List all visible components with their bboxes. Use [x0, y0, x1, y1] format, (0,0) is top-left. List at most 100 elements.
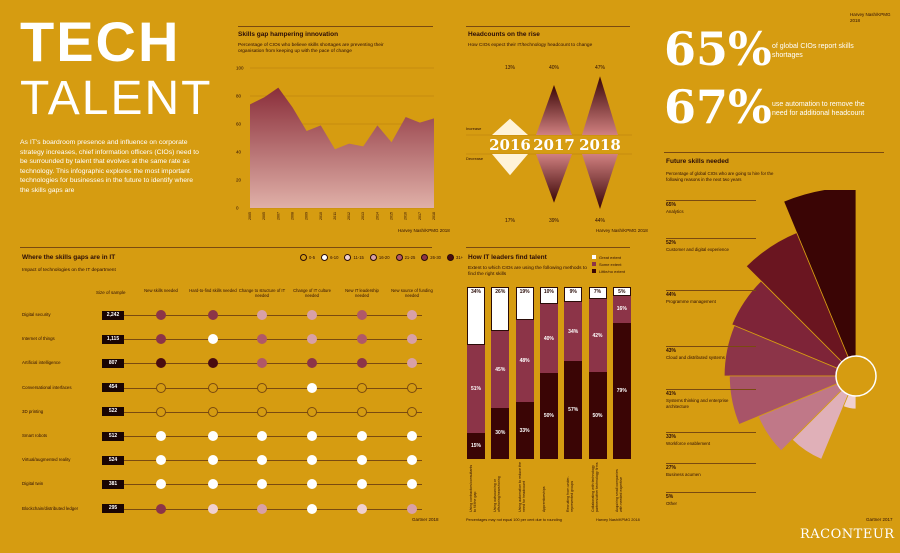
- future-skill-label: Cloud and distributed systems: [666, 355, 725, 360]
- talent-subtitle: Extent to which CIOs are using the follo…: [468, 266, 587, 278]
- x-tick-label: 2012: [347, 212, 351, 220]
- talent-bar-label: Using contractors/consultants to fill th…: [469, 464, 478, 512]
- talent-legend-swatch: [592, 255, 596, 259]
- matrix-dot: [307, 455, 317, 466]
- future-skill-pct: 5%: [666, 494, 674, 500]
- talent-legend-swatch: [592, 269, 596, 273]
- legend-swatch: [321, 254, 329, 261]
- future-skills-radial-chart: [723, 190, 877, 460]
- future-skill-pct: 52%: [666, 240, 677, 246]
- legend-label: 6-10: [330, 254, 339, 260]
- y-tick-label: 60: [236, 122, 242, 127]
- matrix-dot: [208, 310, 218, 320]
- matrix-dot: [257, 479, 267, 490]
- matrix-dot: [257, 455, 267, 466]
- brand-logo: RACONTEUR: [800, 527, 895, 542]
- matrix-dot: [156, 406, 166, 417]
- matrix-dot: [307, 310, 317, 320]
- stat2-value: 67%: [664, 80, 772, 134]
- matrix-column-header: New source of funding needed: [391, 288, 433, 299]
- future-skill-pct: 27%: [666, 465, 677, 471]
- intro-text: As IT's boardroom presence and influence…: [20, 139, 199, 194]
- matrix-dot: [257, 503, 267, 514]
- x-tick-label: 2009: [305, 212, 309, 220]
- talent-bar-segment: [588, 372, 607, 459]
- x-tick-label: 2005: [248, 212, 252, 220]
- decrease-value: 39%: [549, 218, 560, 224]
- legend-item: 21-25: [395, 254, 416, 261]
- future-skill-label: Business acumen: [666, 472, 701, 477]
- sample-size-badge: 1,115: [102, 334, 124, 344]
- matrix-dot: [407, 479, 417, 490]
- stat2-text: use automation to remove the need for ad…: [772, 101, 865, 117]
- headcounts-source: Harvey Nash/KPMG 2018: [596, 228, 648, 233]
- legend-label: 16-20: [378, 254, 390, 260]
- talent-bar-segment: [515, 287, 534, 320]
- y-tick-label: 20: [236, 178, 242, 183]
- matrix-dot: [407, 358, 417, 369]
- matrix-dot: [407, 406, 417, 417]
- increase-label: Increase: [466, 126, 482, 131]
- decrease-triangle: [492, 154, 528, 176]
- talent-bar-segment: [539, 287, 558, 305]
- talent-legend-label: Some extent: [599, 262, 622, 267]
- matrix-dot: [357, 310, 367, 320]
- matrix-row-label: 3D printing: [22, 408, 44, 414]
- decrease-value: 44%: [595, 218, 606, 224]
- increase-value: 13%: [505, 65, 516, 71]
- x-tick-label: 2013: [361, 212, 365, 220]
- x-tick-label: 2016: [404, 212, 408, 220]
- matrix-row-label: Digital twin: [22, 481, 44, 487]
- talent-legend-item: Little/no extent: [592, 268, 625, 275]
- matrix-dot: [307, 334, 317, 345]
- x-tick-label: 2011: [333, 212, 337, 220]
- future-skill-rule: [666, 200, 756, 201]
- x-tick-label: 2007: [276, 212, 280, 220]
- matrix-dot: [156, 382, 166, 393]
- future-skill-rule: [666, 463, 756, 464]
- legend-label: 0-5: [309, 254, 316, 260]
- talent-bar-segment: [491, 331, 510, 408]
- matrix-column-header: Hard-to-find skills needed: [189, 288, 237, 293]
- matrix-source: Gartner 2018: [412, 517, 439, 522]
- matrix-dot: [257, 431, 267, 441]
- legend-item: 0-5: [300, 254, 316, 261]
- talent-bar-value: 5%: [618, 289, 626, 295]
- sample-size-badge: 524: [102, 455, 124, 465]
- matrix-column-header: New skills needed: [144, 288, 178, 293]
- radial-center: [835, 355, 877, 397]
- talent-bar-label: Using outsourcing or offshoring/nearshor…: [493, 476, 502, 512]
- x-tick-label: 2008: [290, 212, 294, 220]
- legend-label: 31+: [456, 254, 464, 260]
- matrix-dot: [357, 358, 367, 369]
- matrix-dot: [407, 431, 417, 441]
- sample-size-badge: 512: [102, 431, 124, 441]
- decrease-label: Decrease: [466, 156, 484, 161]
- matrix-dot: [357, 479, 367, 490]
- headcounts-subtitle: How CIOs expect their IT/technology head…: [468, 43, 593, 48]
- talent-bar-value: 48%: [519, 357, 530, 364]
- talent-bar-segment: [564, 287, 583, 303]
- talent-bar-value: 33%: [519, 427, 530, 434]
- matrix-dot: [208, 431, 218, 441]
- matrix-dot: [407, 382, 417, 393]
- talent-bar-segment: [491, 407, 510, 459]
- matrix-dot: [156, 310, 166, 320]
- matrix-dot: [257, 382, 267, 393]
- decrease-triangle: [582, 154, 618, 209]
- future-skill-label: Programme management: [666, 299, 716, 304]
- matrix-dot: [307, 406, 317, 417]
- stats-source: Harvey Nash/KPMG 2018: [850, 12, 891, 23]
- stat1-value: 65%: [664, 22, 772, 76]
- legend-label: 21-25: [404, 254, 416, 260]
- legend-swatch: [344, 254, 352, 261]
- stat1-text: of global CIOs report skills shortages: [772, 43, 854, 59]
- sample-size-badge: 381: [102, 479, 124, 489]
- headcounts-chart: Increase Decrease 2016 13% 17% 2017 40% 39% 2018…: [466, 65, 632, 224]
- future-skill-rule: [666, 290, 756, 291]
- talent-bar-label: Using automation to reduce the need for …: [517, 462, 526, 512]
- matrix-dot: [407, 503, 417, 514]
- area-series: [250, 87, 434, 208]
- matrix-dot: [257, 310, 267, 320]
- matrix-dot: [208, 455, 218, 466]
